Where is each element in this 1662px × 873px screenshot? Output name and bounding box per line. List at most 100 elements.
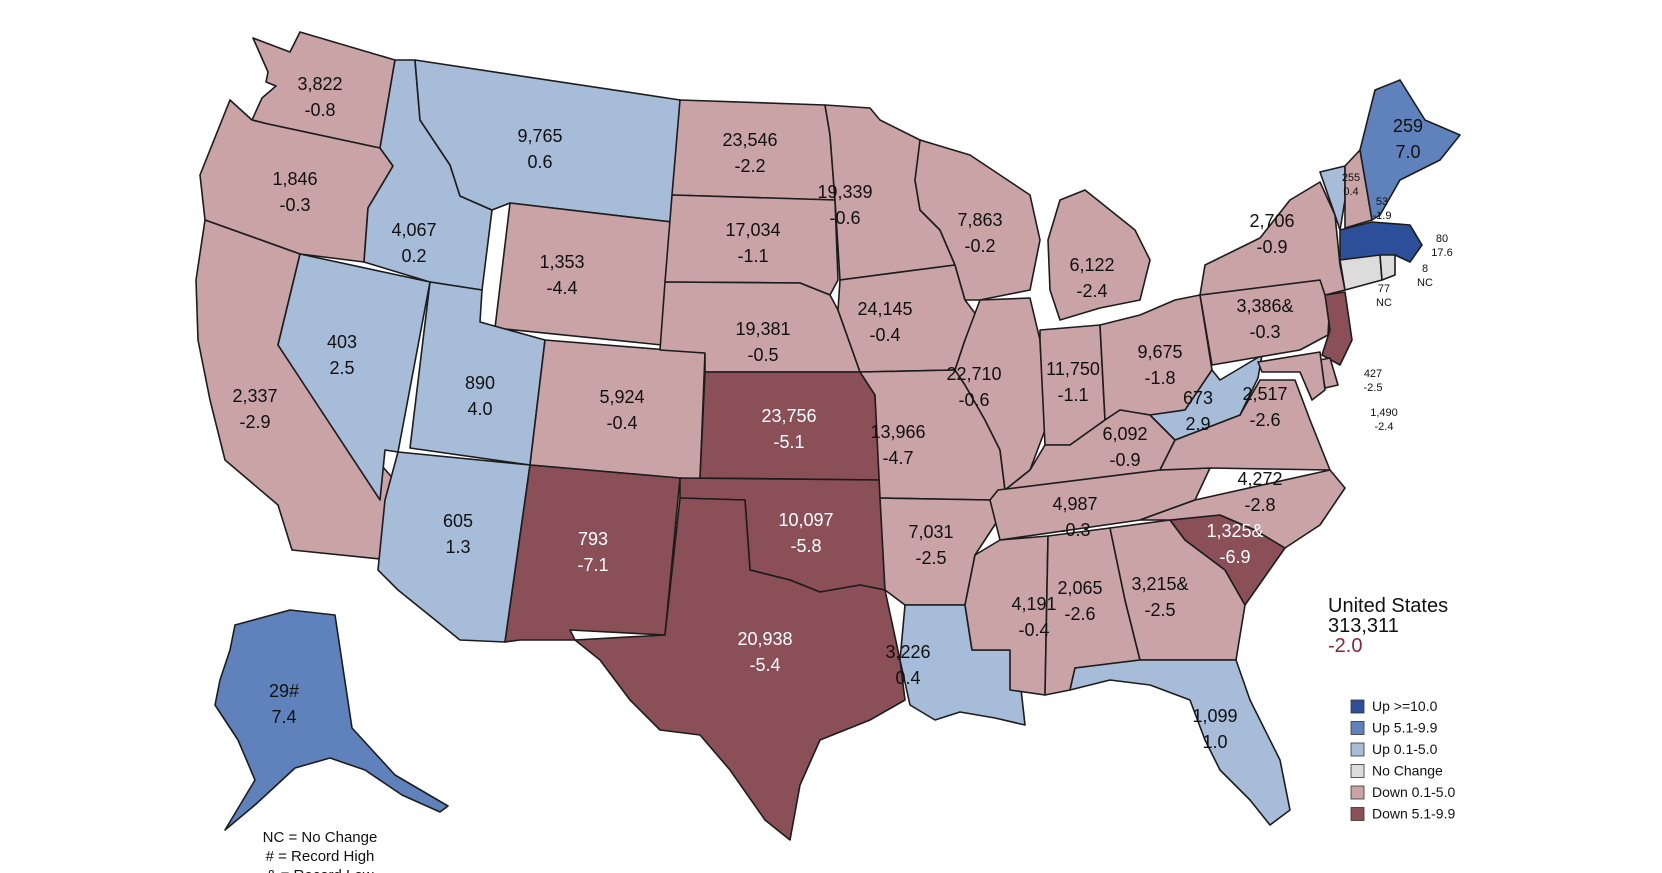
state-value-ok: 10,097 xyxy=(778,510,833,530)
state-change-me: 7.0 xyxy=(1395,142,1420,162)
state-change-al: -2.6 xyxy=(1064,604,1095,624)
state-nh[interactable] xyxy=(1344,149,1373,229)
state-value-nm: 793 xyxy=(578,529,608,549)
state-value-mo: 13,966 xyxy=(870,422,925,442)
state-value-ny: 2,706 xyxy=(1249,211,1294,231)
legend-swatch-no-change xyxy=(1350,764,1365,778)
state-co[interactable] xyxy=(529,339,706,481)
state-change-ia: -0.4 xyxy=(869,325,900,345)
state-mi[interactable] xyxy=(1047,189,1151,321)
state-change-ak: 7.4 xyxy=(271,707,296,727)
states-layer xyxy=(195,31,1461,841)
state-change-ga: -2.5 xyxy=(1144,600,1175,620)
state-change-mn: -0.6 xyxy=(829,208,860,228)
legend-swatch-up-0-1-5-0 xyxy=(1350,742,1365,757)
state-ct[interactable] xyxy=(1339,254,1383,291)
state-value-az: 605 xyxy=(443,511,473,531)
state-value-ia: 24,145 xyxy=(857,299,912,319)
state-nj[interactable] xyxy=(1321,291,1353,366)
state-value-wa: 3,822 xyxy=(297,74,342,94)
state-value-sc: 1,325& xyxy=(1206,521,1263,541)
state-change-nm: -7.1 xyxy=(577,555,608,575)
us-total-value: 313,311 xyxy=(1328,615,1399,637)
state-change-oh: -1.8 xyxy=(1144,368,1175,388)
state-change-mo: -4.7 xyxy=(882,448,913,468)
state-value-ri: 8 xyxy=(1422,263,1428,275)
state-change-in: -1.1 xyxy=(1057,385,1088,405)
note-line: & = Record Low xyxy=(266,867,373,873)
state-fl[interactable] xyxy=(1069,659,1291,826)
state-change-az: 1.3 xyxy=(445,537,470,557)
state-value-me: 259 xyxy=(1393,116,1423,136)
state-value-nv: 403 xyxy=(327,332,357,352)
state-value-ca: 2,337 xyxy=(232,386,277,406)
state-value-wi: 7,863 xyxy=(957,210,1002,230)
state-value-nc: 4,272 xyxy=(1237,469,1282,489)
state-value-ne: 19,381 xyxy=(735,319,790,339)
state-nm[interactable] xyxy=(504,464,681,643)
legend-swatch-up-10-plus xyxy=(1350,699,1365,714)
us-total-title: United States xyxy=(1328,595,1448,617)
legend-label: Up >=10.0 xyxy=(1372,698,1438,714)
state-wv[interactable] xyxy=(1149,354,1263,441)
state-ny[interactable] xyxy=(1199,181,1346,296)
state-change-mt: 0.6 xyxy=(527,152,552,172)
state-ks[interactable] xyxy=(699,371,881,481)
legend-label: Down 0.1-5.0 xyxy=(1372,784,1455,800)
note-line: NC = No Change xyxy=(263,829,378,846)
state-change-wv: 2.9 xyxy=(1185,414,1210,434)
state-change-wy: -4.4 xyxy=(546,278,577,298)
state-wy[interactable] xyxy=(494,202,673,346)
state-value-id: 4,067 xyxy=(391,220,436,240)
state-value-ms: 4,191 xyxy=(1011,594,1056,614)
legend-swatch-down-5-1-9-9 xyxy=(1350,807,1365,821)
state-change-wi: -0.2 xyxy=(964,236,995,256)
state-value-pa: 3,386& xyxy=(1236,296,1293,316)
state-value-nj: 287 xyxy=(1369,323,1387,335)
state-change-co: -0.4 xyxy=(606,413,637,433)
state-value-mt: 9,765 xyxy=(517,126,562,146)
state-tx[interactable] xyxy=(574,497,906,841)
state-change-or: -0.3 xyxy=(279,195,310,215)
legend-label: Up 5.1-9.9 xyxy=(1372,720,1438,736)
state-value-ks: 23,756 xyxy=(761,406,816,426)
state-change-de: -2.5 xyxy=(1364,382,1383,394)
state-labels: 3,822 -0.8 1,846 -0.3 2,337 -2.9 4,067 0.2 403 2.… xyxy=(232,74,1452,752)
state-change-ne: -0.5 xyxy=(747,345,778,365)
state-change-nd: -2.2 xyxy=(734,156,765,176)
state-change-il: -0.6 xyxy=(958,390,989,410)
state-change-tx: -5.4 xyxy=(749,655,780,675)
legend-label: Up 0.1-5.0 xyxy=(1372,741,1438,757)
state-change-ri: NC xyxy=(1417,277,1433,289)
state-value-ak: 29# xyxy=(269,681,299,701)
us-total-summary: United States 313,311 -2.0 xyxy=(1328,595,1448,657)
state-value-mi: 6,122 xyxy=(1069,255,1114,275)
state-il[interactable] xyxy=(954,297,1046,491)
state-change-nc: -2.8 xyxy=(1244,495,1275,515)
state-ri[interactable] xyxy=(1379,254,1396,281)
state-value-il: 22,710 xyxy=(946,364,1001,384)
state-change-ma: 17.6 xyxy=(1431,247,1452,259)
state-value-la: 3,226 xyxy=(885,642,930,662)
state-ak[interactable] xyxy=(214,609,449,831)
state-vt[interactable] xyxy=(1319,165,1346,231)
state-change-ms: -0.4 xyxy=(1018,620,1049,640)
state-value-vt: 255 xyxy=(1342,172,1360,184)
state-me[interactable] xyxy=(1359,79,1461,221)
state-nc[interactable] xyxy=(1139,469,1346,549)
state-value-al: 2,065 xyxy=(1057,578,1102,598)
state-value-wv: 673 xyxy=(1183,388,1213,408)
state-change-sc: -6.9 xyxy=(1219,547,1250,567)
state-value-ar: 7,031 xyxy=(908,522,953,542)
state-sd[interactable] xyxy=(664,194,839,296)
state-nd[interactable] xyxy=(671,99,836,201)
state-change-ky: -0.9 xyxy=(1109,450,1140,470)
state-value-wy: 1,353 xyxy=(539,252,584,272)
state-change-fl: 1.0 xyxy=(1202,732,1227,752)
state-change-mi: -2.4 xyxy=(1076,281,1107,301)
state-change-ct: NC xyxy=(1376,297,1392,309)
note-line: # = Record High xyxy=(266,848,375,865)
state-md[interactable] xyxy=(1257,351,1326,401)
